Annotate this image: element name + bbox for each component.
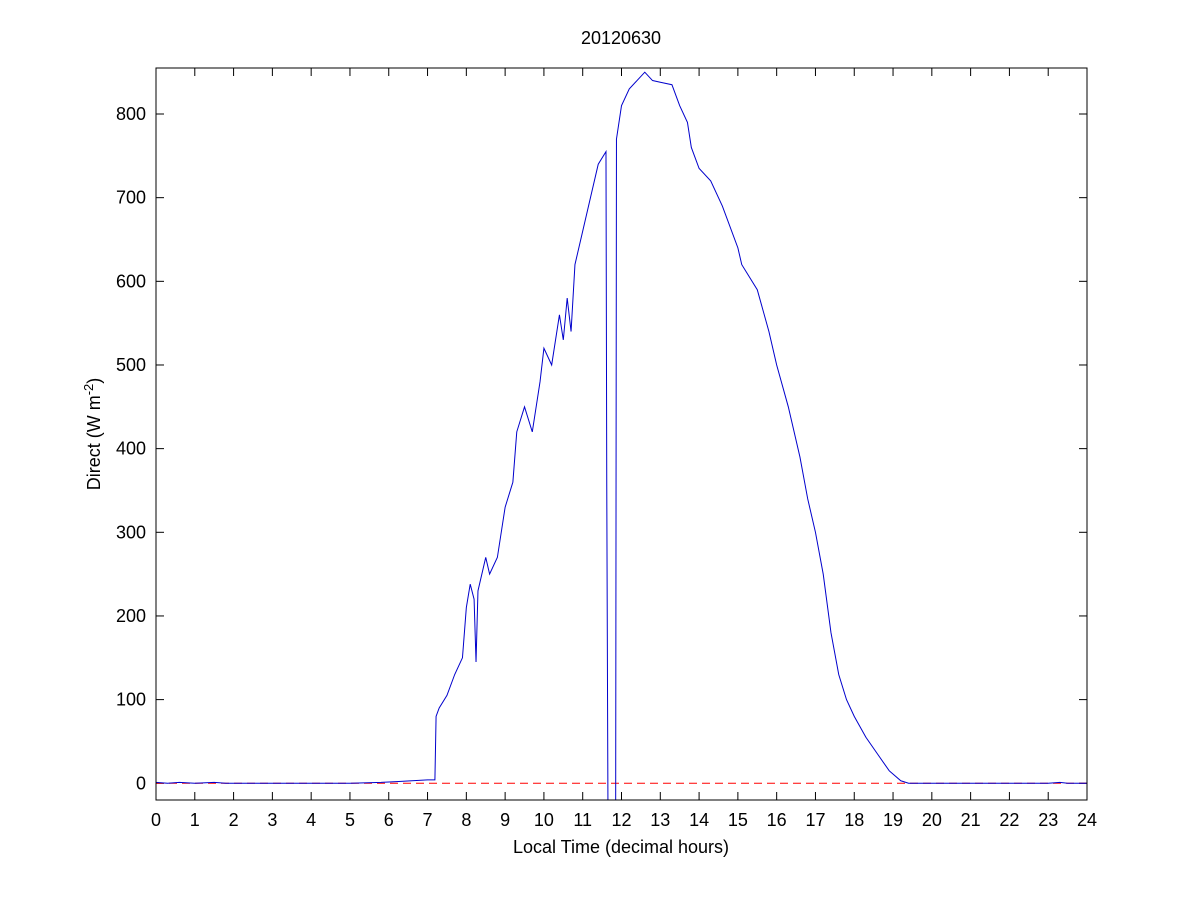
x-tick-label: 3	[267, 810, 277, 830]
y-tick-label: 600	[116, 271, 146, 291]
x-tick-label: 11	[573, 810, 592, 830]
x-tick-label: 5	[345, 810, 355, 830]
x-tick-label: 20	[922, 810, 942, 830]
y-tick-label: 800	[116, 104, 146, 124]
x-tick-label: 22	[999, 810, 1019, 830]
y-label-text: Direct (W m	[84, 395, 104, 490]
y-tick-label: 200	[116, 606, 146, 626]
x-tick-label: 0	[151, 810, 161, 830]
x-tick-label: 2	[229, 810, 239, 830]
y-axis-label: Direct (W m-2)	[81, 378, 104, 491]
y-tick-label: 500	[116, 355, 146, 375]
x-tick-label: 13	[650, 810, 670, 830]
x-tick-label: 23	[1038, 810, 1058, 830]
data-line	[156, 71, 1087, 800]
y-label-suffix: )	[84, 378, 104, 384]
y-tick-label: 100	[116, 690, 146, 710]
x-tick-label: 10	[534, 810, 554, 830]
x-tick-label: 4	[306, 810, 316, 830]
x-tick-label: 24	[1077, 810, 1097, 830]
y-label-superscript: -2	[81, 384, 96, 396]
x-tick-label: 16	[767, 810, 787, 830]
x-tick-label: 7	[423, 810, 433, 830]
x-tick-label: 9	[500, 810, 510, 830]
x-tick-label: 8	[461, 810, 471, 830]
x-tick-label: 18	[844, 810, 864, 830]
plot-frame	[155, 67, 1088, 801]
y-tick-label: 700	[116, 188, 146, 208]
x-axis-label: Local Time (decimal hours)	[513, 837, 729, 857]
x-tick-label: 14	[689, 810, 709, 830]
x-tick-label: 15	[728, 810, 748, 830]
y-tick-label: 0	[136, 773, 146, 793]
x-tick-label: 17	[805, 810, 825, 830]
chart-title: 20120630	[581, 28, 661, 48]
x-tick-label: 19	[883, 810, 903, 830]
x-tick-label: 6	[384, 810, 394, 830]
y-tick-label: 300	[116, 522, 146, 542]
y-tick-label: 400	[116, 439, 146, 459]
x-tick-label: 12	[611, 810, 631, 830]
x-tick-label: 1	[190, 810, 200, 830]
x-tick-label: 21	[961, 810, 981, 830]
